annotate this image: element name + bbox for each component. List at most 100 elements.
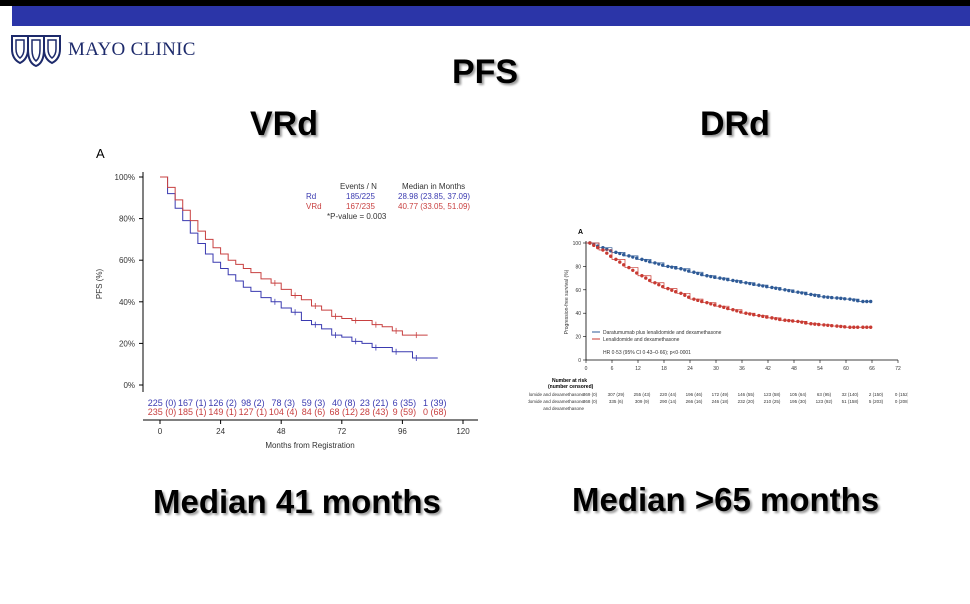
x-tick-label: 18 [661, 366, 667, 372]
censor-dot [731, 278, 735, 283]
censor-dot [731, 307, 735, 312]
censor-dot [861, 299, 865, 304]
top-black-strip [0, 0, 970, 6]
censor-dot [605, 251, 609, 255]
censor-dot [601, 245, 605, 250]
censor-dot [804, 292, 808, 296]
censor-dot [614, 257, 618, 262]
censor-dot [770, 285, 774, 290]
at-risk-value: 309 (9) [635, 399, 650, 404]
at-risk-value: 146 (55) [738, 392, 755, 397]
legend-median: 40.77 (33.05, 51.09) [398, 202, 470, 211]
censor-dot [653, 281, 657, 285]
x-tick-label: 0 [585, 366, 588, 372]
censor-dot [700, 299, 704, 304]
censor-dot [817, 322, 821, 327]
censor-dot [705, 300, 709, 305]
censor-dot [696, 271, 700, 276]
at-risk-value: 0 (208) [895, 399, 908, 404]
censor-dot [813, 322, 817, 326]
censor-dot [861, 325, 865, 329]
at-risk-value: 255 (43) [634, 392, 651, 397]
at-risk-value: 196 (46) [686, 392, 703, 397]
y-tick-label: 80% [119, 215, 135, 224]
censor-dot [683, 293, 687, 297]
censor-dot [666, 264, 670, 269]
legend-events: 185/225 [346, 192, 375, 201]
censor-dot [627, 254, 631, 258]
censor-dot [631, 255, 635, 259]
censor-dot [809, 322, 813, 326]
y-tick-label: 60% [119, 256, 135, 265]
at-risk-vrd-value: 28 (43) [360, 407, 389, 417]
at-risk-rd-value: 6 (35) [393, 398, 417, 408]
censor-dot [865, 325, 869, 329]
legend-name: VRd [306, 202, 322, 211]
censor-dot [648, 260, 652, 264]
censor-dot [839, 324, 843, 329]
y-axis-label: Progression-free survival (%) [564, 269, 570, 334]
censor-dot [744, 281, 748, 285]
at-risk-value: 307 (29) [608, 392, 625, 397]
at-risk-rd-value: 98 (2) [241, 398, 265, 408]
slide-title: PFS [451, 53, 519, 91]
censor-dot [614, 250, 618, 255]
legend-pvalue: *P-value = 0.003 [327, 212, 387, 221]
at-risk-value: 0 (152) [895, 392, 908, 397]
censor-dot [644, 258, 648, 263]
legend-median-header: Median in Months [402, 182, 465, 191]
censor-dot [774, 316, 778, 321]
legend-name: Rd [306, 192, 316, 201]
censor-dot [640, 274, 644, 278]
mayo-clinic-logo: MAYO CLINIC [10, 33, 196, 67]
censor-dot [774, 286, 778, 290]
censor-dot [765, 315, 769, 319]
at-risk-value: 63 (95) [817, 392, 832, 397]
x-tick-label: 96 [398, 427, 407, 436]
censor-dot [822, 295, 826, 299]
censor-dot [869, 299, 873, 304]
censor-dot [666, 286, 670, 291]
x-tick-label: 0 [158, 427, 163, 436]
censor-dot [869, 325, 873, 329]
censor-dot [696, 298, 700, 303]
at-risk-vrd-value: 149 (1) [208, 407, 237, 417]
at-risk-value: 368 (0) [583, 399, 598, 404]
censor-dot [744, 311, 748, 315]
x-tick-label: 42 [765, 366, 771, 372]
censor-dot [687, 269, 691, 273]
at-risk-value: 210 (25) [764, 399, 781, 404]
censor-dot [822, 323, 826, 327]
censor-dot [852, 325, 856, 329]
y-tick-label: 80 [575, 264, 581, 270]
x-tick-label: 24 [216, 427, 225, 436]
legend-events: 167/235 [346, 202, 375, 211]
censor-dot [813, 293, 817, 297]
km-curve-rd [160, 176, 438, 359]
censor-dot [722, 305, 726, 310]
at-risk-vrd-value: 9 (59) [393, 407, 417, 417]
vrd-pfs-chart: A 0% 20% 40% 60% 80% 100% 0 24 48 72 96 120 Months fr… [95, 146, 478, 450]
x-tick-label: 12 [635, 366, 641, 372]
x-tick-label: 24 [687, 366, 693, 372]
at-risk-vrd-value: 0 (68) [423, 407, 447, 417]
censor-dot [670, 265, 674, 269]
censor-dot [835, 324, 839, 328]
censor-dot [700, 272, 704, 277]
km-curve-drd [586, 242, 872, 302]
at-risk-header: Number at risk [552, 378, 587, 384]
censor-dot [739, 310, 743, 314]
at-risk-value: 335 (6) [609, 399, 624, 404]
censor-dot [800, 320, 804, 324]
censor-dot [692, 297, 696, 301]
censor-dot [718, 304, 722, 308]
censor-dot [674, 290, 678, 294]
x-tick-label: 48 [277, 427, 286, 436]
censor-dot [735, 309, 739, 313]
censor-dot [601, 248, 605, 252]
at-risk-rd-value: 126 (2) [208, 398, 237, 408]
censor-dot [657, 262, 661, 266]
x-tick-label: 72 [337, 427, 346, 436]
at-risk-vrd-value: 84 (6) [302, 407, 326, 417]
censor-dot [852, 298, 856, 302]
